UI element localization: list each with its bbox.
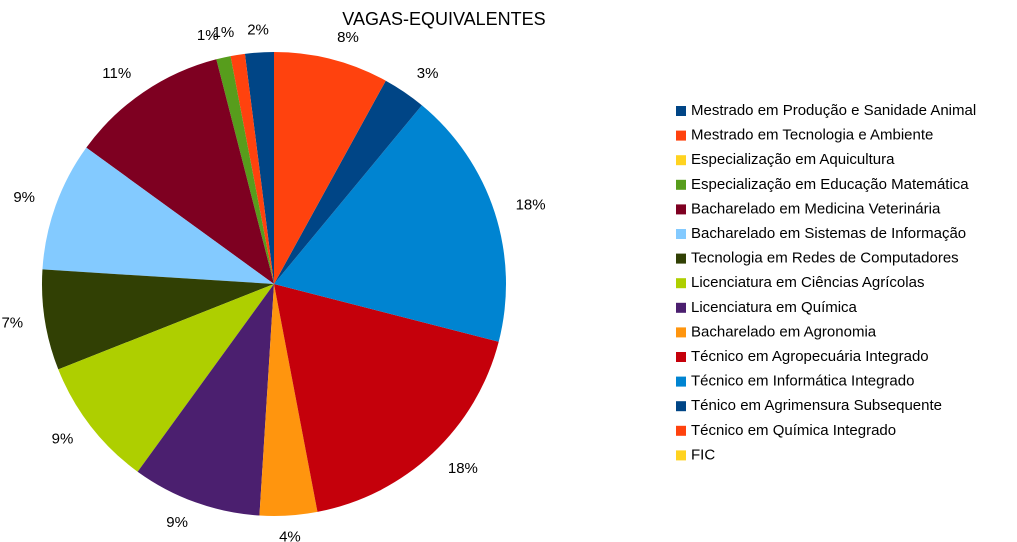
legend-swatch — [676, 179, 686, 190]
pie-slice — [216, 56, 274, 284]
legend-label: Especialização em Educação Matemática — [691, 176, 969, 193]
pie-slice — [274, 105, 506, 342]
legend-swatch — [676, 130, 686, 141]
slice-label: 2% — [247, 21, 269, 38]
legend-swatch — [676, 229, 686, 239]
legend-label: Especialização em Aquicultura — [691, 151, 895, 168]
legend-swatch — [676, 450, 686, 461]
legend-label: Licenciatura em Ciências Agrícolas — [691, 274, 924, 291]
slice-label: 1% — [197, 27, 219, 44]
legend-label: Técnico em Agropecuária Integrado — [691, 348, 929, 365]
slice-label: 4% — [279, 528, 301, 542]
legend-swatch — [676, 253, 686, 264]
pie-slice — [259, 284, 318, 516]
pie-slice — [274, 80, 422, 284]
slice-label: 9% — [166, 514, 188, 531]
pie-slice — [274, 284, 499, 512]
pie-slice — [230, 53, 274, 284]
legend-label: Mestrado em Tecnologia e Ambiente — [691, 127, 933, 144]
legend-label: Licenciatura em Química — [691, 299, 858, 316]
legend-label: Técnico em Informática Integrado — [691, 373, 914, 390]
slice-label: 3% — [417, 65, 439, 82]
legend-swatch — [676, 155, 686, 166]
legend-swatch — [676, 204, 686, 215]
pie-slice — [274, 52, 386, 284]
slice-label: 8% — [337, 29, 359, 46]
legend-swatch — [676, 302, 686, 313]
pie-slice — [42, 269, 275, 370]
legend-swatch — [676, 106, 686, 116]
legend-swatch — [676, 401, 686, 412]
slice-label: 18% — [448, 460, 478, 477]
chart-title: VAGAS-EQUIVALENTES — [342, 9, 545, 29]
pie-slice — [58, 284, 274, 472]
pie-slice — [137, 284, 274, 516]
slice-label: 7% — [1, 315, 23, 332]
slice-label: 9% — [13, 189, 35, 206]
legend-swatch — [676, 327, 686, 338]
legend-label: Bacharelado em Medicina Veterinária — [691, 200, 941, 217]
pie-slice — [86, 59, 274, 284]
legend-label: Mestrado em Produção e Sanidade Animal — [691, 102, 976, 119]
legend-swatch — [676, 425, 686, 436]
pie-slice — [244, 52, 274, 284]
slice-label: 11% — [102, 65, 131, 82]
slice-label: 18% — [516, 196, 546, 213]
pie-slice — [42, 147, 275, 284]
legend-swatch — [676, 278, 686, 289]
legend-label: Bacharelado em Sistemas de Informação — [691, 225, 966, 242]
slice-label: 1% — [213, 24, 235, 41]
legend-swatch — [676, 352, 686, 362]
legend-label: Tecnologia em Redes de Computadores — [691, 250, 959, 267]
legend-label: Técnico em Química Integrado — [691, 422, 896, 439]
legend-label: FIC — [691, 446, 715, 463]
slice-label: 9% — [52, 431, 74, 448]
legend-swatch — [676, 376, 686, 387]
legend-label: Ténico em Agrimensura Subsequente — [691, 397, 942, 414]
legend-label: Bacharelado em Agronomia — [691, 323, 877, 340]
